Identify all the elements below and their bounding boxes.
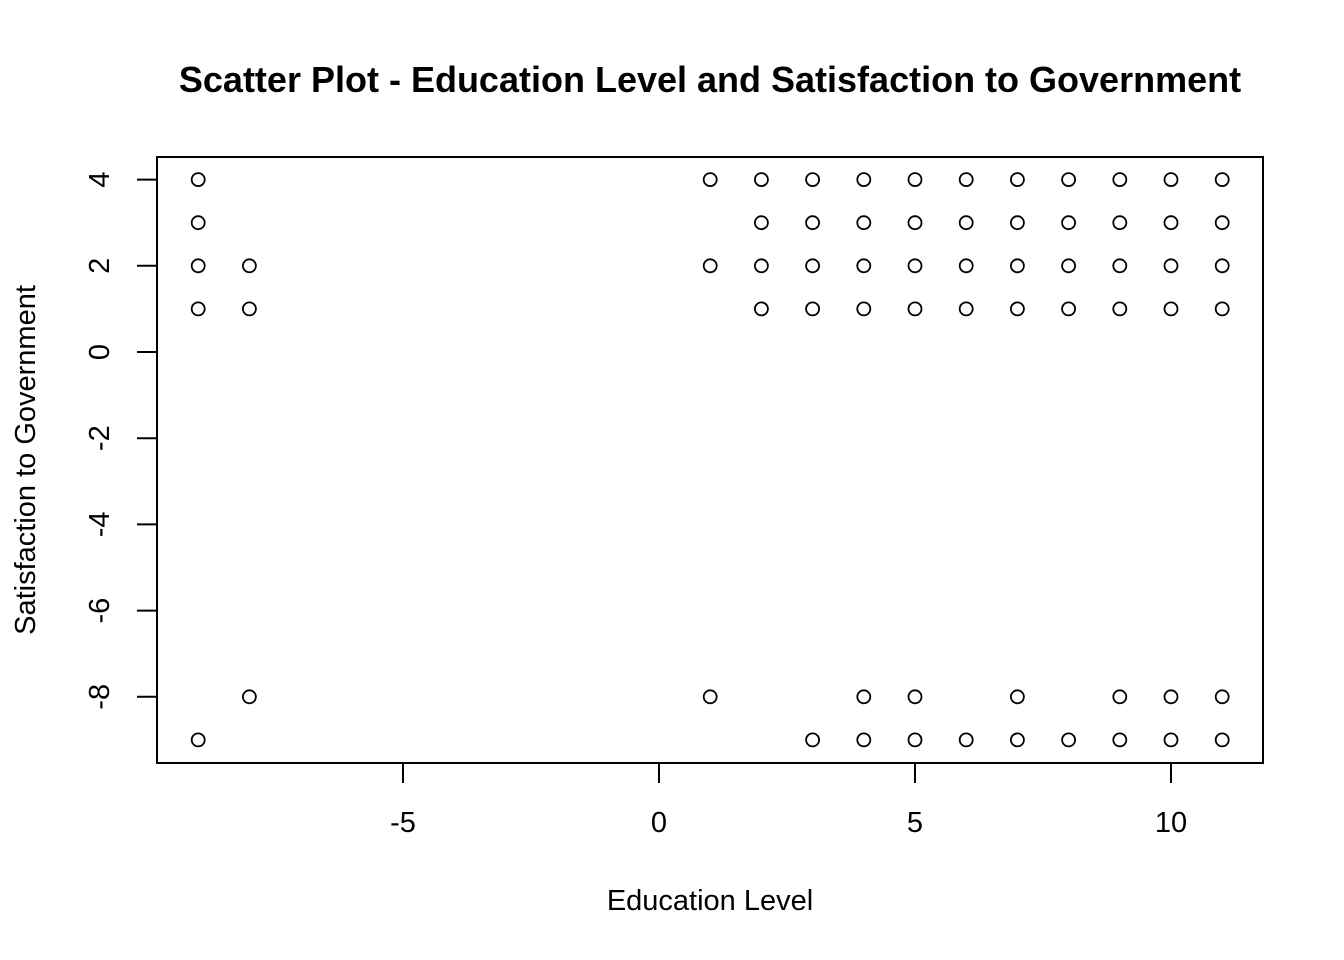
data-point [1112, 689, 1128, 705]
data-point [1112, 172, 1128, 188]
y-tick-label: 2 [84, 258, 116, 274]
data-point [1010, 689, 1025, 705]
data-point [805, 732, 820, 748]
data-point [856, 215, 872, 231]
data-point [1214, 301, 1230, 317]
data-point [1061, 301, 1076, 317]
data-point [241, 689, 257, 705]
x-tick-label: 10 [1155, 807, 1187, 839]
y-tick-label: -2 [84, 425, 116, 451]
data-point [754, 215, 769, 231]
y-tick-label: -8 [84, 684, 116, 710]
data-point [190, 172, 206, 188]
y-axis-label: Satisfaction to Government [10, 285, 42, 635]
data-point [754, 172, 769, 188]
data-point [190, 301, 206, 317]
data-point [1163, 301, 1179, 317]
data-point [190, 258, 206, 274]
data-point [907, 215, 923, 231]
x-axis-label: Education Level [607, 885, 813, 917]
data-point [1214, 172, 1230, 188]
data-point [1010, 258, 1025, 274]
data-point [907, 689, 923, 705]
data-point [1112, 215, 1128, 231]
data-point [1112, 732, 1128, 748]
data-point [1061, 258, 1076, 274]
data-point [754, 301, 769, 317]
data-point [856, 172, 872, 188]
data-point [1214, 258, 1230, 274]
data-point [958, 215, 974, 231]
data-point [241, 258, 257, 274]
data-point [958, 301, 974, 317]
data-point [805, 301, 820, 317]
data-point [1163, 172, 1179, 188]
data-point [190, 732, 206, 748]
data-point [1163, 258, 1179, 274]
data-point [1061, 732, 1076, 748]
data-point [907, 732, 923, 748]
y-tick-label: 0 [84, 344, 116, 360]
data-point [1061, 215, 1076, 231]
data-point [856, 689, 872, 705]
y-axis: -8 -6 -4 -2 0 2 4 [84, 172, 157, 710]
data-point [1214, 215, 1230, 231]
data-point [1214, 732, 1230, 748]
data-point [1112, 301, 1128, 317]
y-tick-label: -4 [84, 512, 116, 538]
data-point [856, 258, 872, 274]
data-point [1061, 172, 1076, 188]
data-points [190, 172, 1230, 748]
data-point [1163, 689, 1179, 705]
data-point [856, 301, 872, 317]
y-tick-label: 4 [84, 172, 116, 188]
x-axis: -5 0 5 10 [390, 763, 1187, 839]
data-point [805, 215, 820, 231]
plot-frame [156, 156, 1264, 764]
x-tick-label: 0 [651, 807, 667, 839]
data-point [1010, 215, 1025, 231]
data-point [702, 689, 718, 705]
y-tick-label: -6 [84, 598, 116, 624]
data-point [1214, 689, 1230, 705]
data-point [702, 172, 718, 188]
data-point [241, 301, 257, 317]
data-point [958, 258, 974, 274]
chart-title: Scatter Plot - Education Level and Satis… [179, 59, 1241, 100]
x-tick-label: 5 [907, 807, 923, 839]
data-point [958, 172, 974, 188]
data-point [190, 215, 206, 231]
data-point [1010, 732, 1025, 748]
x-tick-label: -5 [390, 807, 416, 839]
data-point [1112, 258, 1128, 274]
data-point [907, 172, 923, 188]
data-point [856, 732, 872, 748]
data-point [702, 258, 718, 274]
data-point [754, 258, 769, 274]
data-point [1010, 172, 1025, 188]
data-point [907, 258, 923, 274]
data-point [1163, 215, 1179, 231]
data-point [958, 732, 974, 748]
data-point [805, 258, 820, 274]
data-point [907, 301, 923, 317]
data-point [805, 172, 820, 188]
data-point [1163, 732, 1179, 748]
data-point [1010, 301, 1025, 317]
